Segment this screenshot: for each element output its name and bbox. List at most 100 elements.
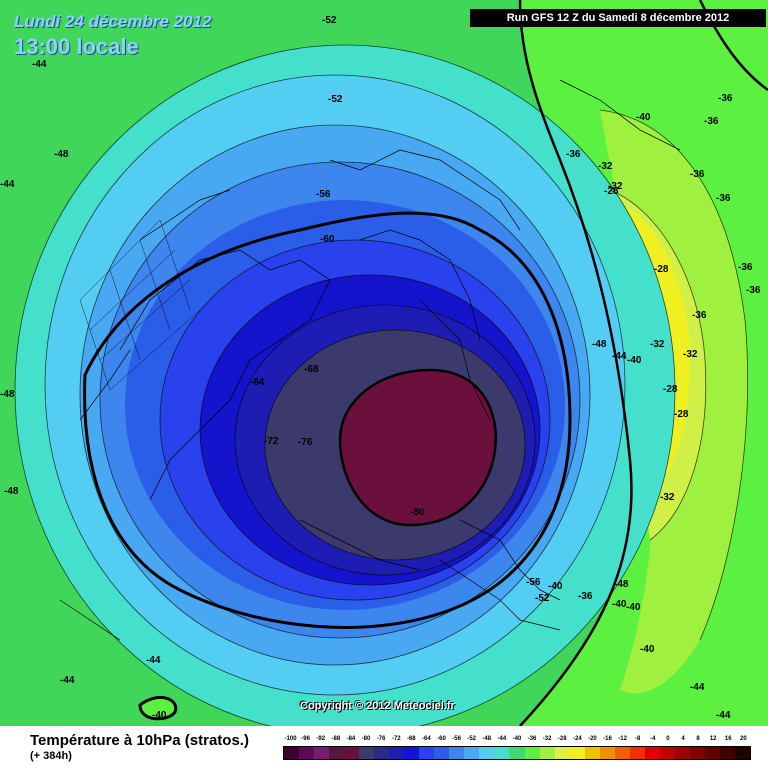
scale-label: -28 <box>557 736 567 742</box>
isotherm-label: -48 <box>0 389 15 400</box>
scale-swatch <box>374 747 390 759</box>
isotherm-label: -68 <box>304 364 319 375</box>
scale-label: 12 <box>709 736 717 742</box>
scale-swatch <box>509 747 525 759</box>
isotherm-label: -32 <box>650 339 665 350</box>
valid-time: 13:00 locale <box>14 34 139 59</box>
scale-swatch <box>329 747 345 759</box>
isotherm-label: -56 <box>316 189 331 200</box>
isotherm-label: -44 <box>0 179 15 190</box>
isotherm-label: -40 <box>626 602 641 613</box>
scale-label: 4 <box>681 736 685 742</box>
scale-swatch <box>419 747 435 759</box>
isotherm-label: -36 <box>578 591 593 602</box>
scale-label: -84 <box>346 736 356 742</box>
scale-swatch <box>614 747 630 759</box>
scale-labels: -100 -96 -92 -88 -84 -80 -76 -72 -68 -64 -60 -56 -52… <box>283 734 751 744</box>
scale-label: -20 <box>588 736 597 742</box>
isotherm-label: -48 <box>54 149 69 160</box>
scale-label: 16 <box>724 736 732 742</box>
contour-40-east <box>518 0 633 726</box>
scale-swatch <box>404 747 420 759</box>
temperature-map: Lundi 24 décembre 2012 13:00 locale Run … <box>0 0 768 726</box>
isotherm-label: -32 <box>608 181 623 192</box>
isotherm-label: -40 <box>627 355 642 366</box>
scale-swatch <box>359 747 375 759</box>
coastlines <box>59 79 681 641</box>
map-title: Température à 10hPa (stratos.) <box>30 732 249 749</box>
scale-swatch <box>464 747 480 759</box>
isotherm-label: -36 <box>718 93 733 104</box>
scale-swatch <box>629 747 645 759</box>
scale-swatch <box>659 747 675 759</box>
scale-label: -8 <box>635 736 641 742</box>
scale-swatch <box>554 747 570 759</box>
run-info-banner: Run GFS 12 Z du Samedi 8 décembre 2012 <box>470 9 766 27</box>
isotherm-label: -56 <box>526 577 541 588</box>
isotherm-label: -44 <box>60 675 75 686</box>
isotherm-label: -32 <box>660 492 675 503</box>
scale-swatch <box>299 747 315 759</box>
isotherm-label: -44 <box>612 351 627 362</box>
scale-label: -48 <box>482 736 492 742</box>
scale-label: -44 <box>497 736 507 742</box>
scale-swatch <box>719 747 735 759</box>
scale-bar <box>283 746 751 760</box>
scale-swatch <box>734 747 750 759</box>
scale-swatch <box>389 747 405 759</box>
scale-label: -60 <box>437 736 446 742</box>
scale-swatch <box>284 747 300 759</box>
scale-label: -40 <box>512 736 522 742</box>
scale-swatch <box>599 747 615 759</box>
isotherm-label: -40 <box>640 644 655 655</box>
isotherm-label: -36 <box>704 116 719 127</box>
isotherm-label: -28 <box>654 264 669 275</box>
isotherm-label: -52 <box>328 94 343 105</box>
isotherm-label: -36 <box>566 149 581 160</box>
isotherm-label: -40 <box>636 112 651 123</box>
isotherm-label: -28 <box>663 384 678 395</box>
scale-label: -88 <box>331 736 341 742</box>
scale-swatch <box>479 747 495 759</box>
isotherm-label: -40 <box>152 710 167 721</box>
scale-swatch <box>539 747 555 759</box>
scale-label: -76 <box>376 736 386 742</box>
scale-label: -72 <box>391 736 401 742</box>
isotherm-label: -44 <box>32 59 47 70</box>
cold-core-80 <box>338 368 497 527</box>
isotherm-label: -36 <box>692 310 707 321</box>
scale-label: -68 <box>406 736 416 742</box>
legend-footer: Température à 10hPa (stratos.) (+ 384h) … <box>0 726 768 768</box>
map-contours <box>14 0 768 726</box>
scale-label: 20 <box>740 736 747 742</box>
isotherm-label: -48 <box>4 486 19 497</box>
scale-label: -36 <box>527 736 537 742</box>
scale-swatch <box>704 747 720 759</box>
color-scale: -100 -96 -92 -88 -84 -80 -76 -72 -68 -64 -60 -56 -52… <box>283 734 751 764</box>
scale-label: -100 <box>284 736 297 742</box>
scale-swatch <box>494 747 510 759</box>
isotherm-label: -44 <box>146 655 161 666</box>
isotherm-label: -64 <box>250 377 265 388</box>
state-borders <box>79 219 201 391</box>
isotherm-label: -36 <box>690 169 705 180</box>
isotherm-label: -76 <box>298 437 313 448</box>
scale-swatch <box>449 747 465 759</box>
forecast-lead: (+ 384h) <box>30 750 72 762</box>
scale-swatch <box>644 747 660 759</box>
scale-swatch <box>524 747 540 759</box>
isotherm-label: -52 <box>322 15 337 26</box>
scale-swatch <box>689 747 705 759</box>
valid-date: Lundi 24 décembre 2012 <box>14 12 212 31</box>
isotherm-label: -44 <box>690 682 705 693</box>
isotherm-label: -40 <box>612 599 627 610</box>
isotherm-label: -72 <box>264 436 279 447</box>
scale-label: -80 <box>361 736 371 742</box>
isotherm-label: -44 <box>716 710 731 721</box>
scale-label: -96 <box>301 736 310 742</box>
scale-label: -16 <box>603 736 612 742</box>
isotherm-label: -32 <box>683 349 698 360</box>
isotherm-label: -48 <box>614 579 629 590</box>
isotherm-label: -28 <box>604 186 619 197</box>
scale-label: -56 <box>452 736 461 742</box>
